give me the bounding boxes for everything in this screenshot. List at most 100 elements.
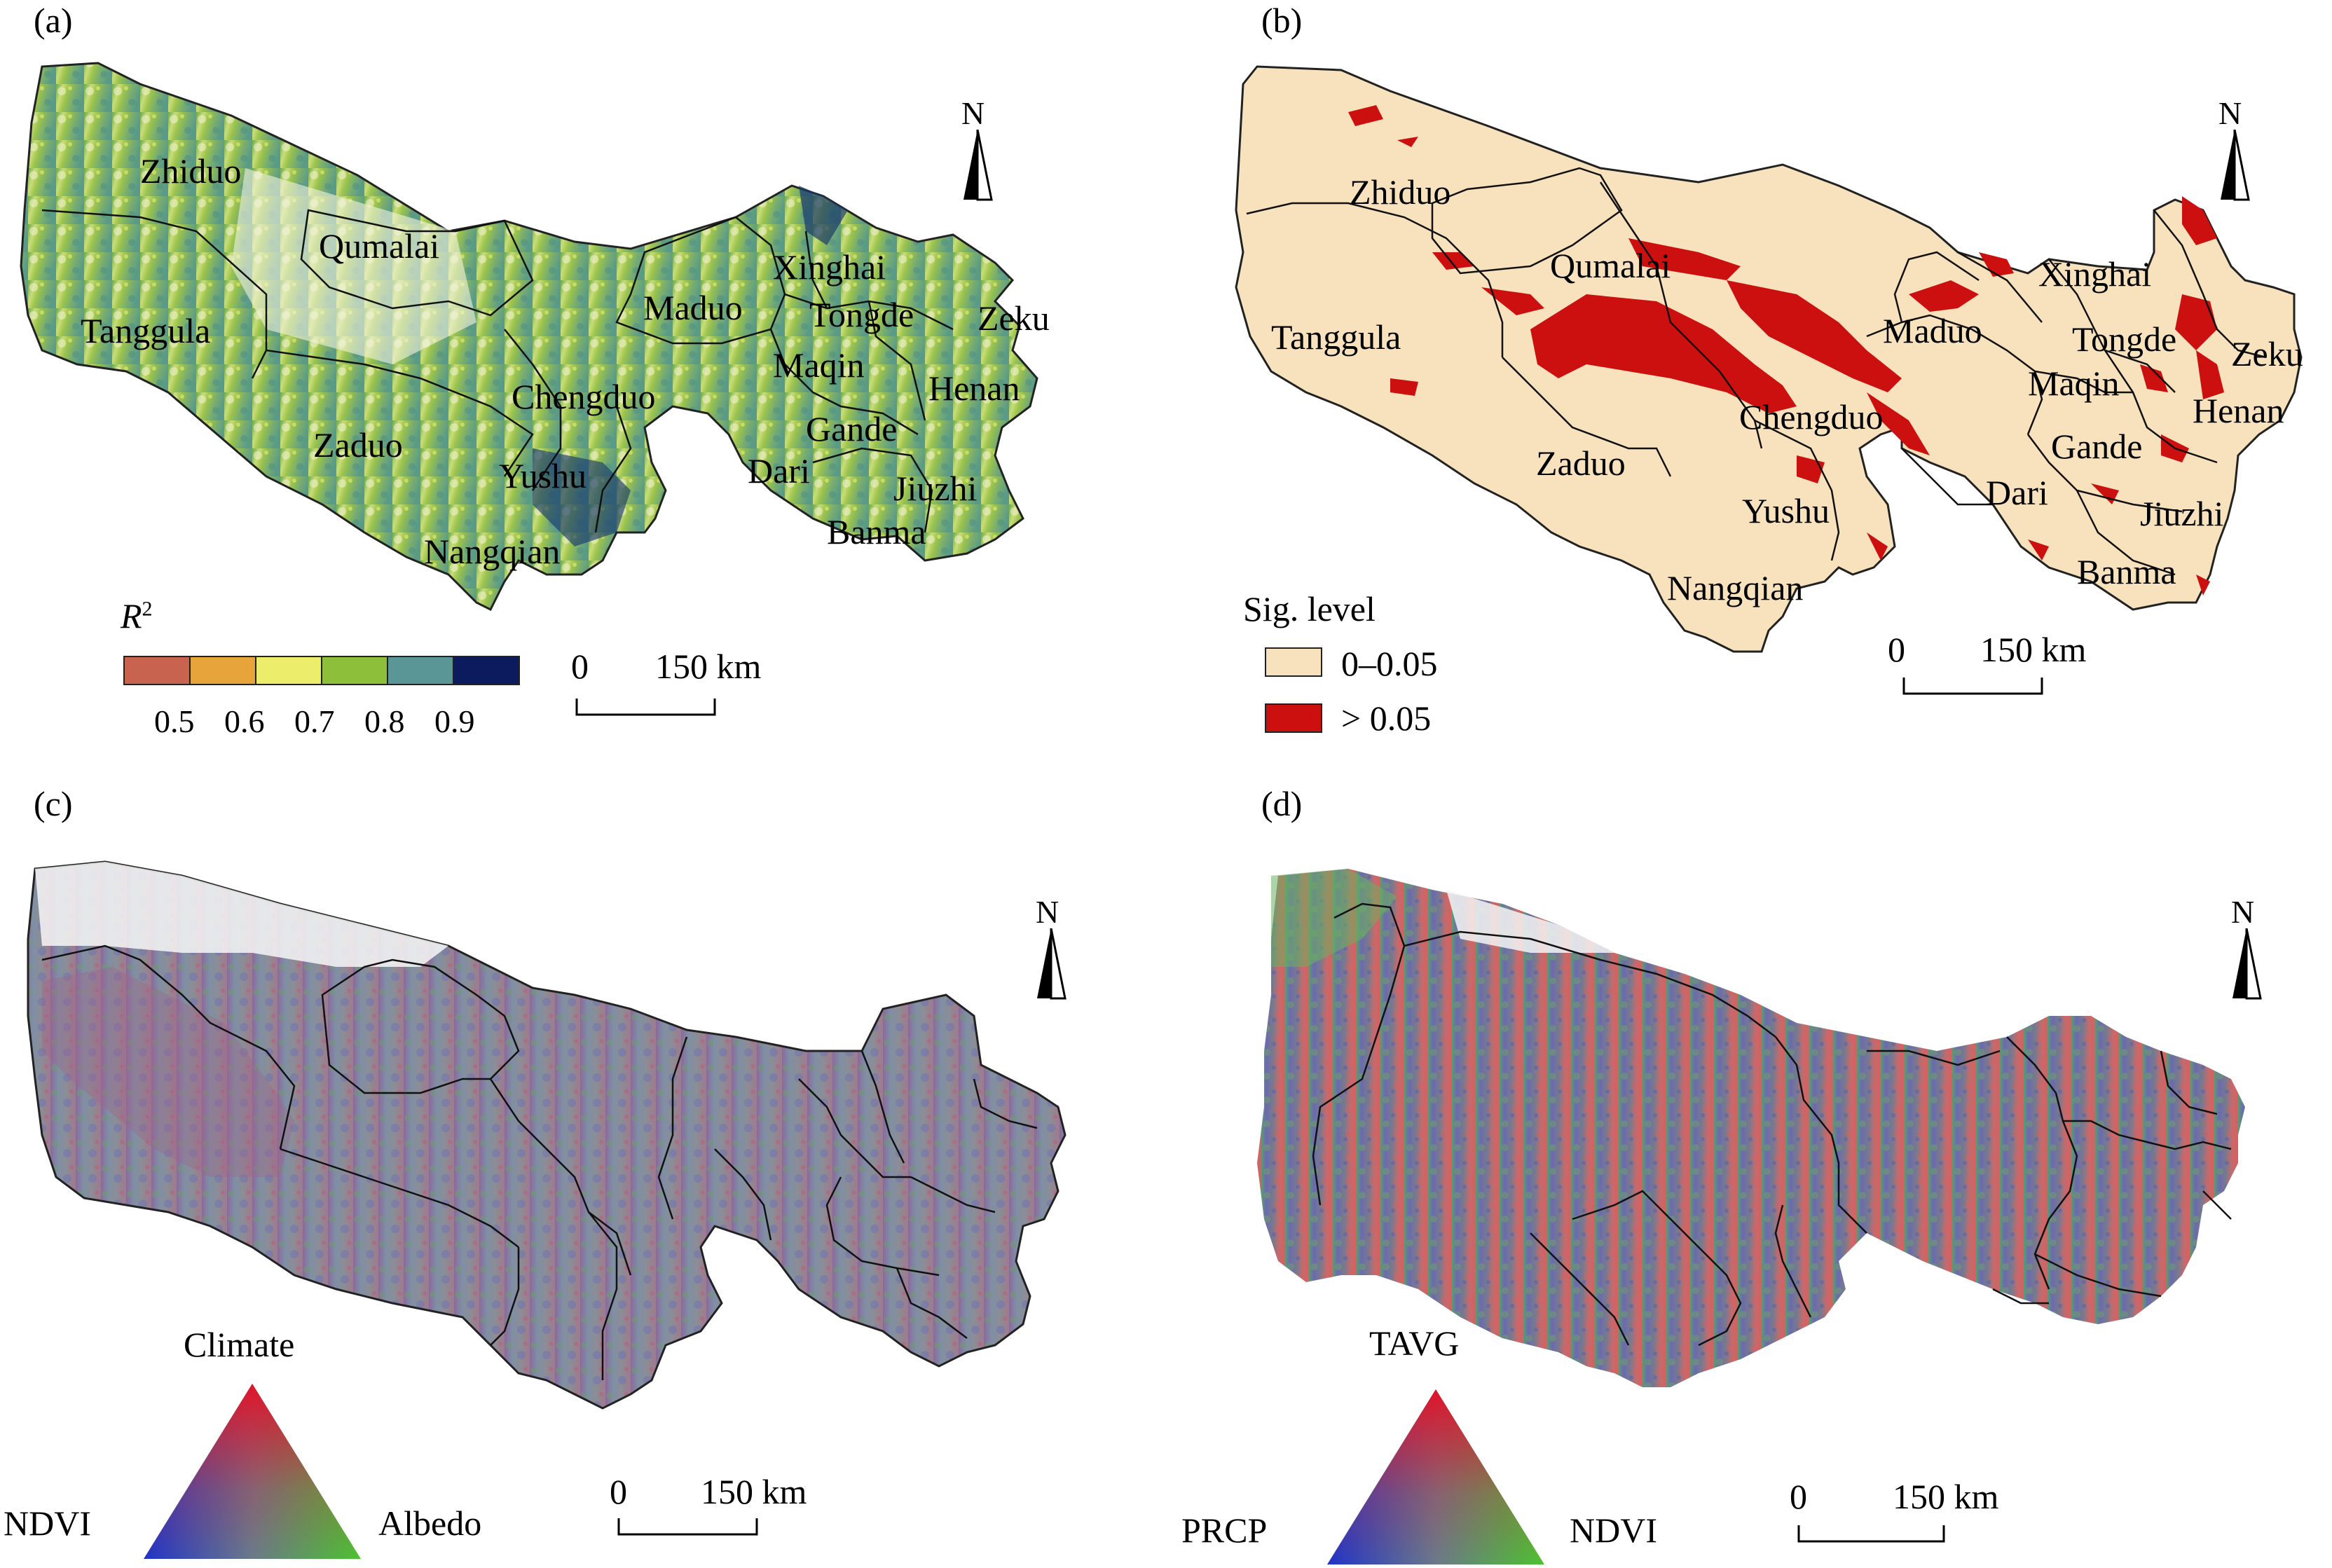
north-label-d: N bbox=[2231, 894, 2255, 930]
county-label-chengduo: Chengduo bbox=[512, 377, 656, 416]
scale-bar-d bbox=[1797, 1525, 1945, 1543]
county-label-nangqian: Nangqian bbox=[424, 532, 561, 571]
legend-tick: 0.6 bbox=[224, 703, 265, 739]
county-label-zaduo: Zaduo bbox=[1536, 443, 1626, 483]
white-area-c bbox=[35, 862, 448, 967]
map-c bbox=[27, 860, 1066, 1410]
legend-tick: 0.9 bbox=[434, 703, 475, 739]
county-label-henan: Henan bbox=[928, 369, 1020, 408]
triangle-top-label-d: TAVG bbox=[1369, 1323, 1460, 1363]
scale-bar-c bbox=[617, 1518, 758, 1536]
county-label-tongde: Tongde bbox=[809, 295, 914, 334]
county-label-maqin: Maqin bbox=[773, 345, 865, 385]
county-label-qumalai: Qumalai bbox=[319, 226, 440, 266]
county-label-jiuzhi: Jiuzhi bbox=[893, 469, 978, 508]
north-label-b: N bbox=[2218, 95, 2242, 131]
county-label-yushu: Yushu bbox=[499, 456, 587, 495]
county-label-dari: Dari bbox=[1986, 473, 2048, 512]
legend-swatch bbox=[1265, 703, 1322, 733]
county-label-tanggula: Tanggula bbox=[81, 311, 211, 350]
panel-d: (d) bbox=[1166, 784, 2332, 1567]
map-a bbox=[20, 62, 1038, 612]
scale-zero-c: 0 bbox=[610, 1472, 627, 1511]
region-outline-d bbox=[1257, 869, 2245, 1387]
county-label-xinghai: Xinghai bbox=[2038, 254, 2152, 294]
legend-title-r: R bbox=[121, 596, 142, 635]
triangle-left-label-c: NDVI bbox=[4, 1504, 91, 1543]
county-label-zhiduo: Zhiduo bbox=[1350, 172, 1451, 212]
county-label-tongde: Tongde bbox=[2072, 319, 2177, 359]
panel-label-b: (b) bbox=[1261, 1, 1303, 40]
legend-title-sup: 2 bbox=[142, 597, 153, 621]
triangle-right-label-d: NDVI bbox=[1570, 1511, 1657, 1550]
ternary-legend-d bbox=[1327, 1389, 1544, 1564]
legend-title-a: R2 bbox=[121, 596, 153, 636]
scale-distance-d: 150 km bbox=[1893, 1477, 1999, 1516]
triangle-left-label-d: PRCP bbox=[1181, 1511, 1268, 1550]
triangle-right-label-c: Albedo bbox=[378, 1504, 482, 1543]
county-label-dari: Dari bbox=[748, 451, 810, 490]
county-boundaries-b bbox=[1246, 167, 2267, 576]
county-label-henan: Henan bbox=[2193, 391, 2284, 430]
north-arrow-icon bbox=[2221, 130, 2250, 201]
panel-label-c: (c) bbox=[34, 784, 73, 823]
legend-tick: 0.8 bbox=[364, 703, 405, 739]
map-b bbox=[1235, 65, 2303, 653]
legend-swatch bbox=[1265, 647, 1322, 677]
county-boundaries-a bbox=[41, 209, 954, 533]
scale-bar-a bbox=[575, 699, 716, 716]
scale-distance-b: 150 km bbox=[1980, 630, 2087, 669]
region-outline-c bbox=[27, 860, 1066, 1410]
scale-zero-b: 0 bbox=[1888, 630, 1905, 669]
county-label-banma: Banma bbox=[2077, 552, 2176, 591]
county-label-yushu: Yushu bbox=[1742, 491, 1830, 530]
panel-label-d: (d) bbox=[1261, 784, 1303, 823]
dark-patch-a2 bbox=[533, 448, 631, 546]
county-label-gande: Gande bbox=[2051, 427, 2143, 466]
county-label-qumalai: Qumalai bbox=[1550, 246, 1671, 285]
scale-zero-a: 0 bbox=[571, 647, 589, 686]
county-label-chengduo: Chengduo bbox=[1739, 397, 1884, 436]
legend-tick: 0.7 bbox=[294, 703, 335, 739]
county-label-jiuzhi: Jiuzhi bbox=[2140, 494, 2224, 533]
legend-title-b: Sig. level bbox=[1243, 589, 1376, 628]
legend-item-label: 0–0.05 bbox=[1341, 644, 1438, 683]
county-label-zhiduo: Zhiduo bbox=[140, 151, 242, 191]
north-arrow-icon bbox=[963, 130, 993, 201]
north-arrow-icon bbox=[1037, 928, 1066, 1000]
county-boundaries-c bbox=[41, 944, 1038, 1380]
north-label-c: N bbox=[1036, 894, 1059, 930]
white-patch-a bbox=[231, 168, 476, 364]
purple-patch-c bbox=[42, 967, 294, 1177]
county-label-maqin: Maqin bbox=[2028, 364, 2120, 403]
legend-swatches-b bbox=[1265, 647, 1322, 733]
county-label-maduo: Maduo bbox=[643, 288, 743, 327]
county-label-xinghai: Xinghai bbox=[773, 247, 886, 287]
ternary-legend-c bbox=[144, 1384, 361, 1559]
legend-colorbar-a bbox=[123, 656, 520, 685]
panel-label-a: (a) bbox=[34, 1, 73, 40]
scale-distance-a: 150 km bbox=[655, 647, 762, 686]
legend-item-label: > 0.05 bbox=[1341, 699, 1432, 738]
scale-distance-c: 150 km bbox=[701, 1472, 807, 1511]
county-label-zeku: Zeku bbox=[978, 298, 1050, 338]
panel-a: (a) bbox=[0, 0, 1166, 778]
county-label-gande: Gande bbox=[806, 409, 898, 448]
county-label-zeku: Zeku bbox=[2231, 334, 2303, 373]
county-label-nangqian: Nangqian bbox=[1667, 568, 1804, 607]
county-label-zaduo: Zaduo bbox=[313, 425, 403, 465]
significance-patches-b bbox=[1348, 105, 2224, 596]
north-arrow-icon bbox=[2232, 928, 2262, 1000]
white-patch-d bbox=[1446, 890, 1614, 953]
north-label-a: N bbox=[961, 95, 985, 131]
county-label-tanggula: Tanggula bbox=[1271, 317, 1401, 357]
scale-zero-d: 0 bbox=[1790, 1477, 1807, 1516]
map-d bbox=[1257, 869, 2245, 1387]
dark-patch-a bbox=[799, 186, 848, 245]
county-label-maduo: Maduo bbox=[1883, 311, 1982, 350]
triangle-top-label-c: Climate bbox=[184, 1325, 295, 1364]
county-label-banma: Banma bbox=[827, 512, 926, 551]
panel-c: (c) bbox=[0, 784, 1166, 1567]
county-boundaries-d bbox=[1312, 902, 2232, 1347]
panel-b: (b) bbox=[1166, 0, 2332, 778]
